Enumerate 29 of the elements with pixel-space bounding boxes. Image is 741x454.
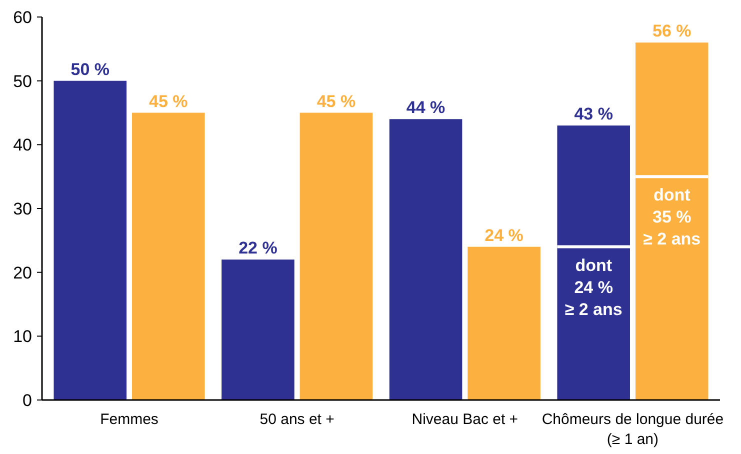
data-label: 56 % (652, 22, 692, 41)
y-tick-label: 40 (13, 136, 32, 155)
bar (132, 112, 205, 400)
x-tick-label: 50 ans et + (260, 411, 335, 428)
data-label: 43 % (574, 104, 613, 124)
data-label: 45 % (316, 92, 356, 111)
data-label: 22 % (238, 238, 278, 258)
x-tick-label: Femmes (100, 411, 158, 428)
x-tick-label: Niveau Bac et + (412, 411, 518, 428)
y-tick-label: 50 (13, 72, 32, 91)
annotation: dont 35 % ≥ 2 ans (643, 186, 701, 249)
y-tick-label: 20 (13, 263, 32, 282)
y-tick-label: 10 (13, 327, 32, 346)
bar (222, 260, 294, 400)
data-label: 24 % (484, 226, 524, 245)
y-tick-label: 30 (13, 199, 32, 218)
bar (468, 246, 540, 400)
data-label: 50 % (70, 60, 110, 79)
bar (300, 112, 373, 400)
bar (389, 119, 462, 400)
data-label: 44 % (406, 98, 446, 118)
data-label: 45 % (149, 92, 188, 111)
bar (635, 42, 708, 400)
bar (54, 80, 127, 400)
y-tick-label: 0 (22, 390, 32, 410)
y-tick-label: 60 (13, 8, 32, 27)
annotation: dont 24 % ≥ 2 ans (564, 256, 622, 319)
bar (557, 126, 630, 400)
x-tick-label: Chômeurs de longue durée (≥ 1 an) (542, 411, 724, 448)
